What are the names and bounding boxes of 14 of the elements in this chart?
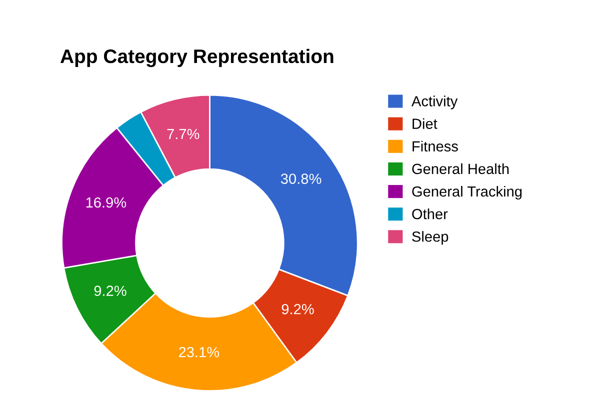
legend-label: Other bbox=[412, 208, 448, 220]
legend-label: General Health bbox=[412, 163, 509, 174]
data-label: 9.2% bbox=[94, 286, 126, 296]
legend-label: Diet bbox=[412, 118, 438, 129]
data-label: 9.2% bbox=[282, 304, 314, 314]
data-label: 30.8% bbox=[280, 174, 322, 184]
data-label: 16.9% bbox=[86, 197, 126, 208]
legend-label: General Tracking bbox=[412, 186, 522, 200]
data-label: 23.1% bbox=[178, 346, 220, 358]
chart-title: App Category Representation bbox=[60, 48, 334, 68]
legend-label: Fitness bbox=[412, 140, 458, 152]
data-label: 7.7% bbox=[167, 128, 200, 140]
legend-label: Activity bbox=[411, 96, 458, 110]
legend-label: Sleep bbox=[412, 231, 448, 245]
